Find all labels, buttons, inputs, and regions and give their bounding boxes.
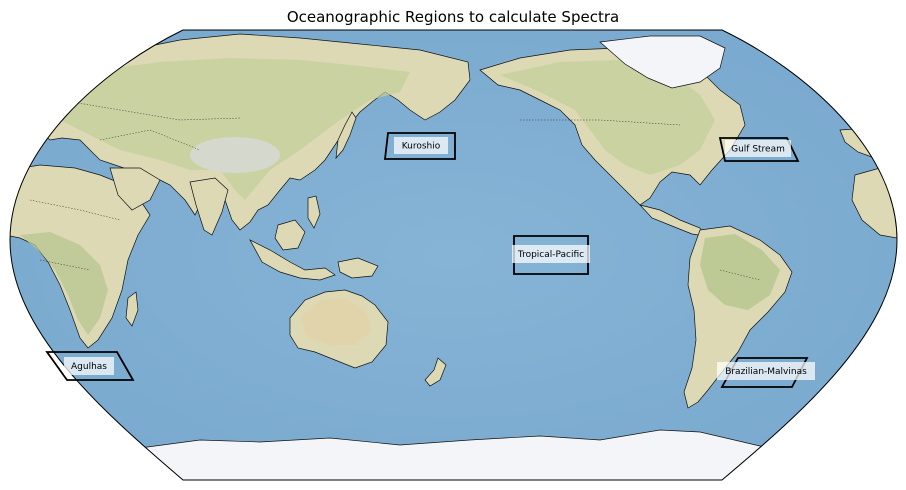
region-brazilian-malvinas-label-bg — [717, 362, 815, 380]
region-agulhas: Agulhas — [45, 351, 135, 381]
region-brazilian-malvinas: Brazilian-Malvinas — [717, 357, 815, 388]
region-agulhas-box — [45, 351, 135, 381]
region-tropical-pacific: Tropical-Pacific — [512, 235, 590, 275]
india — [189, 177, 229, 236]
region-kuroshio-box — [383, 132, 456, 160]
new-guinea — [337, 257, 379, 279]
region-gulf-stream-label: Gulf Stream — [731, 145, 785, 155]
arabian-peninsula — [109, 167, 161, 211]
region-kuroshio: Kuroshio — [383, 132, 456, 160]
eurasia-vegetation — [40, 58, 410, 200]
region-agulhas-label: Agulhas — [71, 362, 107, 372]
philippines — [307, 195, 321, 229]
region-brazilian-malvinas-label: Brazilian-Malvinas — [725, 367, 807, 377]
greenland — [599, 35, 726, 89]
region-gulf-stream: Gulf Stream — [718, 137, 800, 162]
region-tropical-pacific-label-bg — [512, 245, 590, 263]
map-boundary — [9, 29, 898, 481]
region-gulf-stream-label-bg — [725, 140, 791, 157]
country-borders — [29, 99, 761, 281]
region-tropical-pacific-label: Tropical-Pacific — [517, 250, 584, 260]
borneo — [274, 219, 306, 251]
madagascar — [125, 291, 139, 327]
africa-vegetation — [20, 232, 108, 335]
region-kuroshio-label: Kuroshio — [402, 142, 441, 152]
map-title: Oceanographic Regions to calculate Spect… — [286, 8, 620, 26]
maritime-southeast-asia — [249, 239, 336, 281]
region-kuroshio-label-bg — [394, 137, 448, 154]
region-agulhas-label-bg — [64, 357, 114, 375]
japan — [335, 111, 357, 160]
south-america-vegetation — [700, 234, 780, 310]
tibet-plateau — [190, 137, 280, 173]
new-zealand — [424, 357, 447, 387]
region-gulf-stream-box — [718, 137, 800, 162]
australia-desert — [300, 298, 372, 345]
north-america-vegetation — [500, 60, 715, 175]
